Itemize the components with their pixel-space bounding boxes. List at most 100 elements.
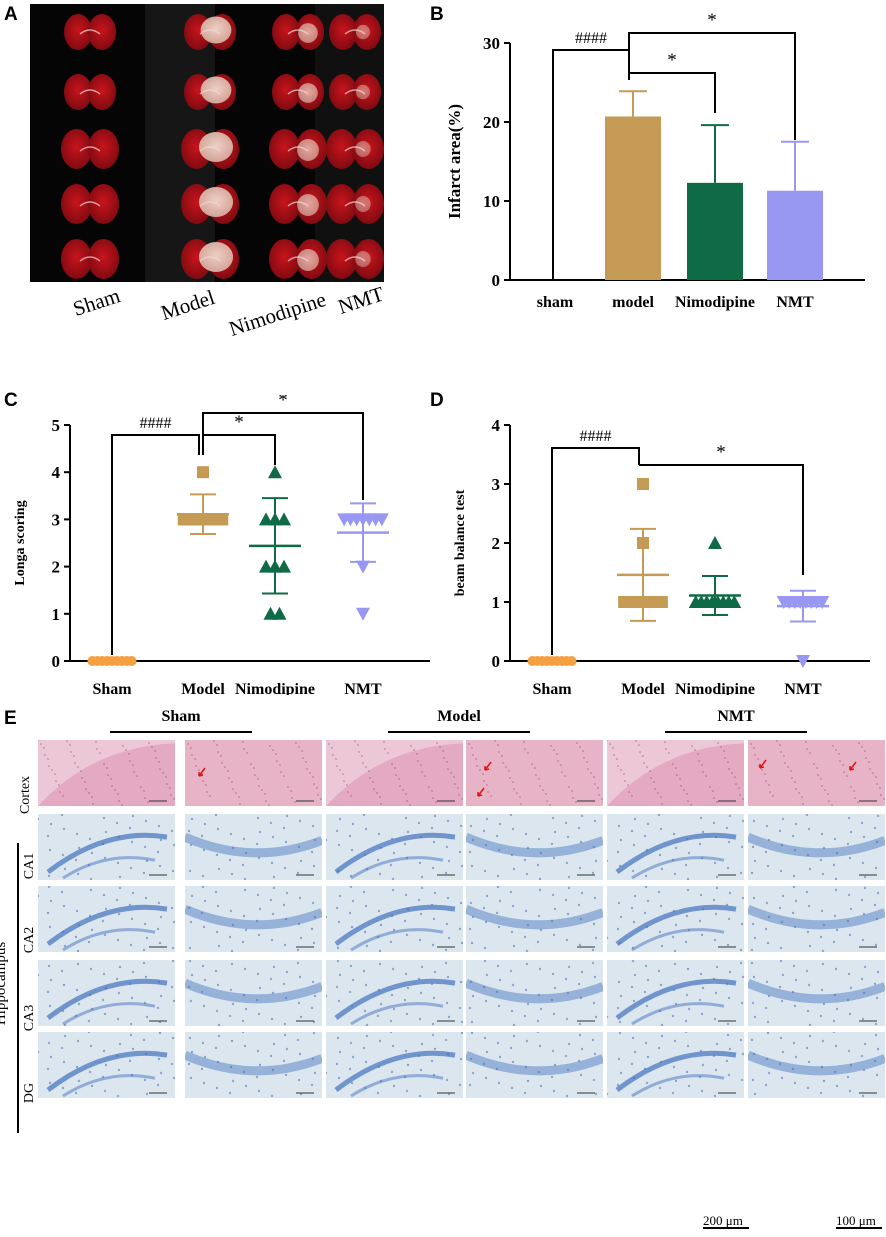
cell-dot <box>660 1023 664 1026</box>
cell-dot <box>750 948 754 952</box>
cell-dot <box>591 961 595 965</box>
chart-c-point-Nimodipine <box>259 559 273 573</box>
cell-dot <box>195 765 197 767</box>
neuron-band <box>334 832 456 874</box>
cell-dot <box>567 965 571 969</box>
cell-dot <box>128 903 132 907</box>
cell-dot <box>189 999 193 1003</box>
cell-dot <box>243 748 245 750</box>
cell-dot <box>136 775 138 777</box>
chart-c-point-Model <box>216 513 229 526</box>
cell-dot <box>298 1052 302 1056</box>
cell-dot <box>420 1042 424 1046</box>
cell-dot <box>673 949 677 952</box>
chart-c-ytick-label: 2 <box>52 558 61 577</box>
cell-dot <box>130 996 134 1000</box>
cell-dot <box>445 845 449 849</box>
cell-dot <box>607 1015 609 1019</box>
cell-dot <box>459 980 463 984</box>
ventricle-line <box>199 146 221 152</box>
cell-dot <box>784 762 786 764</box>
neuron-band <box>631 928 725 952</box>
cell-dot <box>284 840 288 844</box>
histology-tile-graphic <box>185 886 322 952</box>
cell-dot <box>115 1054 119 1058</box>
cell-dot <box>80 770 82 772</box>
cell-dot <box>676 774 678 776</box>
cell-dot <box>365 1023 369 1026</box>
cell-dot <box>673 872 677 876</box>
brain-slice <box>329 74 381 110</box>
brain-slice-left-lobe <box>269 129 300 169</box>
cell-dot <box>726 1022 730 1026</box>
cell-dot <box>793 1081 797 1085</box>
cell-dot <box>379 846 383 850</box>
cell-dot <box>157 1057 161 1061</box>
cell-dot <box>757 758 759 760</box>
histology-tile <box>748 740 885 806</box>
cell-dot <box>453 776 455 778</box>
cell-dot <box>201 874 205 878</box>
row-label-dg: DG <box>22 1082 38 1104</box>
neuron-band <box>46 1050 168 1092</box>
cell-dot <box>725 982 729 986</box>
cell-dot <box>283 1022 287 1026</box>
cell-dot <box>607 859 609 863</box>
cell-dot <box>143 922 147 926</box>
cell-dot <box>129 1033 133 1037</box>
histology-tile <box>607 814 744 880</box>
cell-dot <box>794 781 796 783</box>
cell-dot <box>680 785 682 787</box>
cell-dot <box>117 991 121 995</box>
cell-dot <box>686 888 690 892</box>
cell-dot <box>672 763 674 765</box>
cell-dot <box>793 925 797 929</box>
cell-dot <box>619 838 623 842</box>
cell-dot <box>284 917 288 921</box>
cell-dot <box>728 970 732 974</box>
cell-dot <box>590 772 592 774</box>
cell-dot <box>741 896 744 900</box>
cell-dot <box>687 1084 691 1088</box>
cell-dot <box>129 943 133 947</box>
cell-dot <box>780 751 782 753</box>
cell-dot <box>253 767 255 769</box>
cell-dot <box>645 1081 649 1085</box>
cell-dot <box>405 933 409 937</box>
cell-dot <box>495 1067 499 1071</box>
cell-dot <box>714 991 718 995</box>
cell-dot <box>255 1075 259 1079</box>
cell-dot <box>298 819 302 823</box>
cell-dot <box>88 837 92 841</box>
cell-dot <box>509 814 513 817</box>
cell-dot <box>203 1055 207 1059</box>
brain-slice <box>269 129 327 169</box>
cell-dot <box>673 962 677 966</box>
cell-dot <box>792 964 796 968</box>
side-label-hippocampus: Hippocampus <box>0 941 10 1026</box>
cell-dot <box>523 935 527 939</box>
cell-dot <box>484 920 488 924</box>
cell-dot <box>349 1041 353 1045</box>
cell-dot <box>242 914 246 918</box>
tile-background <box>185 740 322 806</box>
cell-dot <box>674 846 678 850</box>
cell-dot <box>495 990 499 994</box>
cell-dot <box>791 777 793 779</box>
cell-dot <box>311 901 315 905</box>
cell-dot <box>565 861 569 865</box>
cell-dot <box>876 970 880 974</box>
cell-dot <box>283 943 287 947</box>
cell-dot <box>483 780 485 782</box>
cell-dot <box>424 775 426 777</box>
cell-dot <box>552 856 556 860</box>
brain-slice <box>269 239 327 279</box>
cell-dot <box>242 993 246 997</box>
cell-dot <box>556 753 558 755</box>
cell-dot <box>128 982 132 986</box>
cell-dot <box>392 1007 396 1011</box>
cell-dot <box>739 961 743 965</box>
cell-dot <box>335 758 337 760</box>
cell-dot <box>351 978 355 982</box>
